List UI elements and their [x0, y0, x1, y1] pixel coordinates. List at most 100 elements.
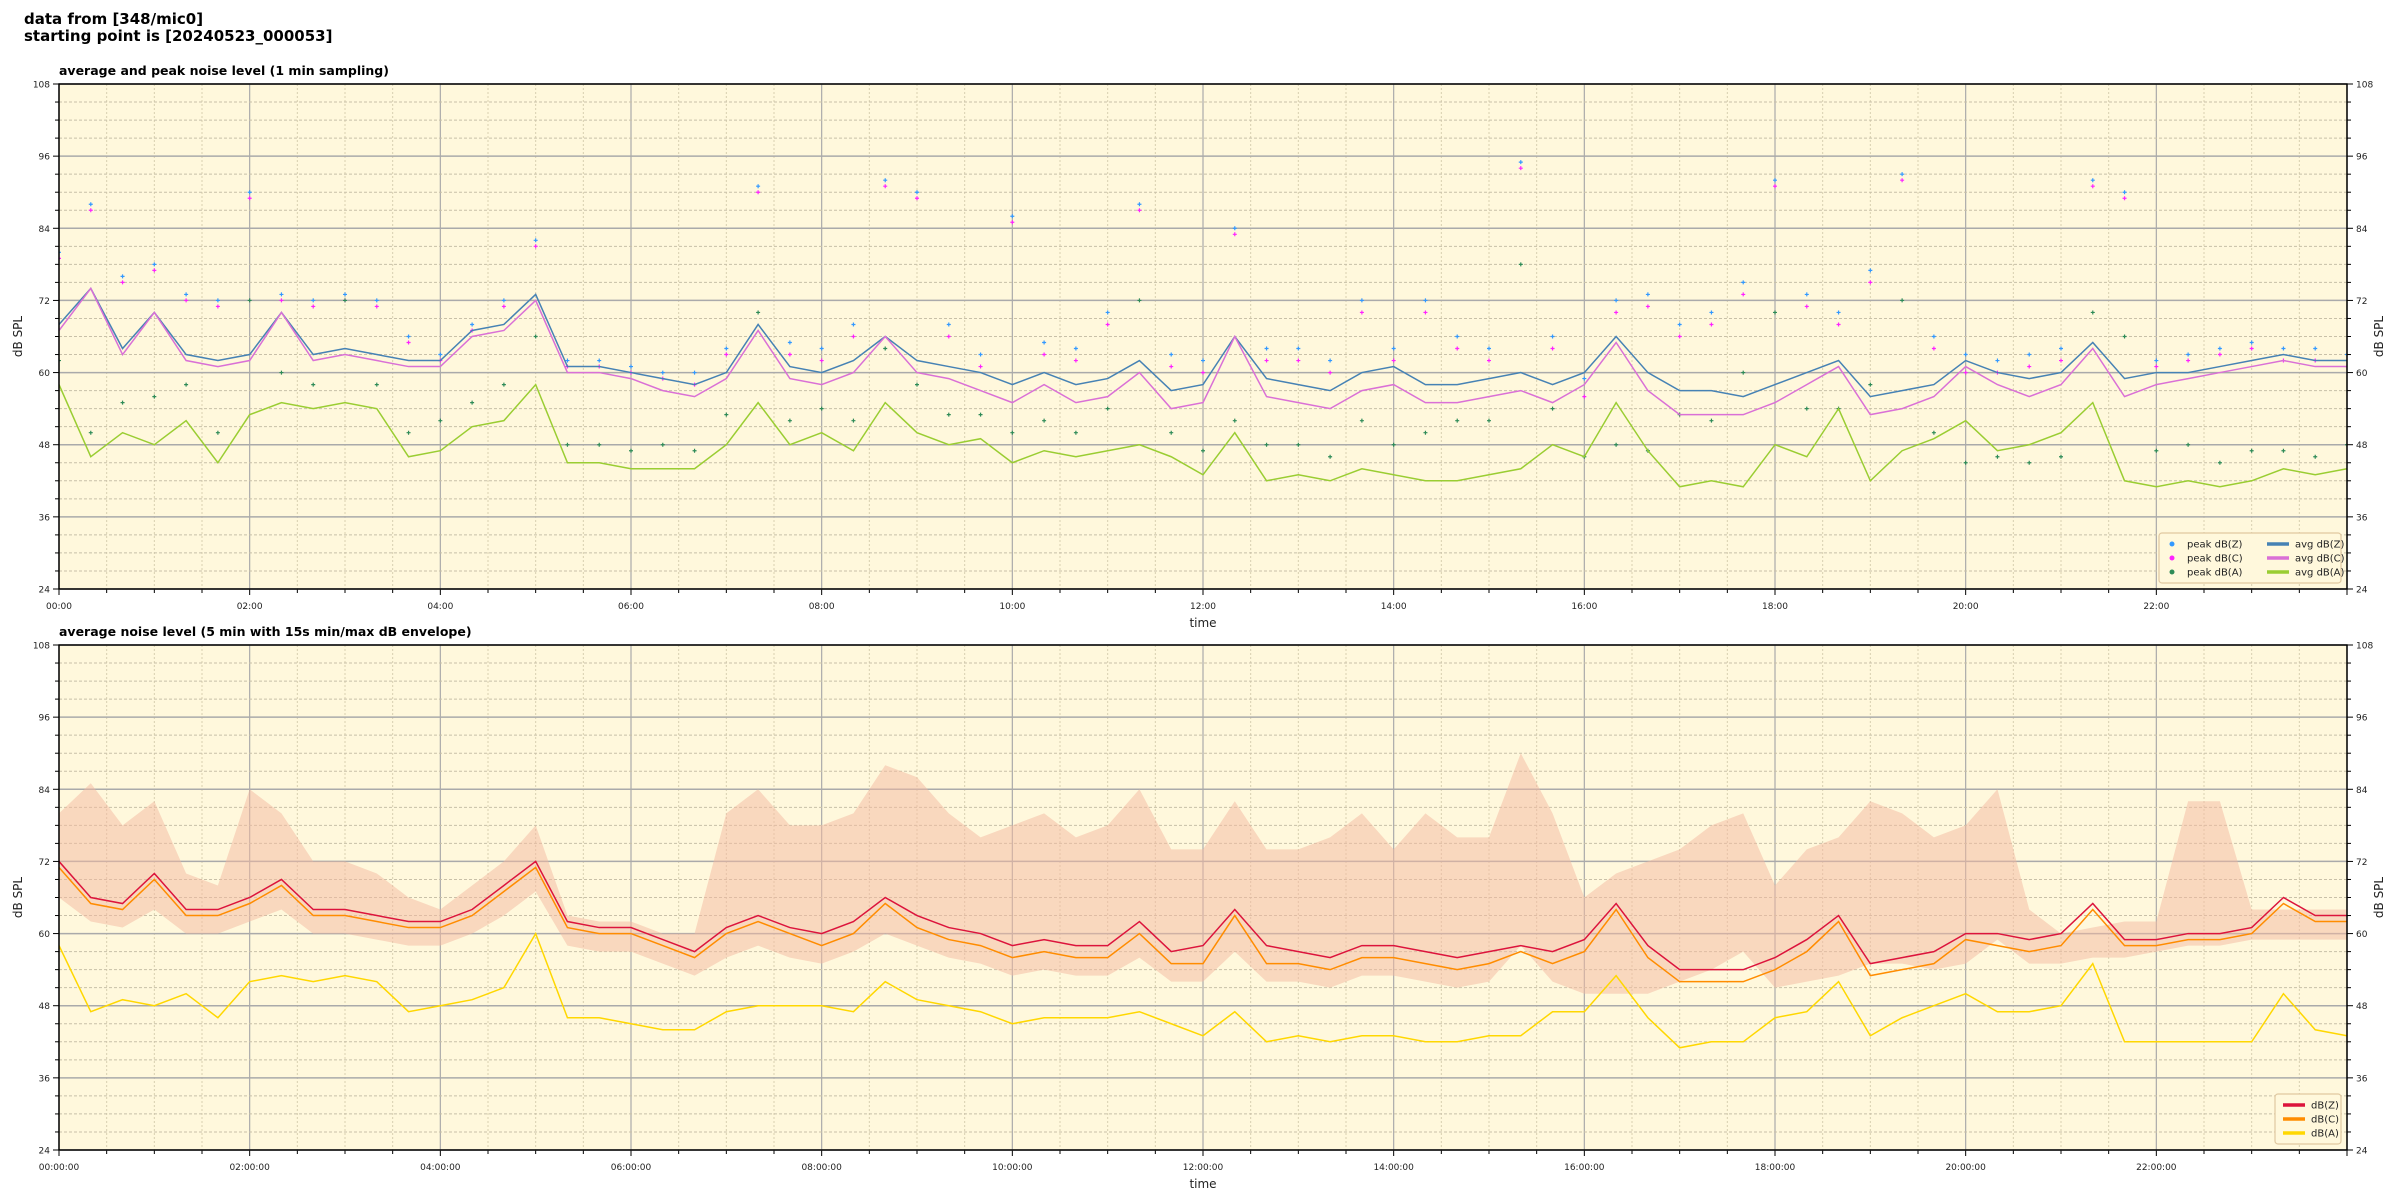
top-point-peak-db-a [1073, 430, 1078, 435]
top-point-peak-db-c [1073, 358, 1078, 363]
top-line-avg-db-c [59, 286, 2347, 416]
top-x-tick-label: 18:00 [1762, 602, 1788, 612]
bottom-x-tick-label: 20:00:00 [1945, 1163, 1986, 1173]
top-y-tick-label-left: 108 [33, 81, 50, 91]
top-point-peak-db-c [1391, 358, 1396, 363]
top-point-peak-db-z [1645, 292, 1650, 297]
top-point-peak-db-c [915, 196, 919, 201]
top-point-peak-db-z [2059, 346, 2063, 351]
bottom-x-tick-label: 22:00:00 [2136, 1163, 2177, 1173]
top-point-peak-db-z [2217, 346, 2222, 351]
top-axes-frame [58, 83, 2348, 590]
top-point-peak-db-c [374, 304, 379, 309]
top-y-tick-label-right: 96 [2356, 153, 2368, 163]
top-point-peak-db-z [1582, 376, 1587, 381]
top-point-peak-db-a [1900, 298, 1905, 303]
top-point-peak-db-c [1709, 322, 1714, 327]
top-point-peak-db-a [1741, 370, 1746, 375]
top-point-peak-db-z [2186, 352, 2191, 357]
bottom-x-tick-label: 16:00:00 [1564, 1163, 1605, 1173]
top-point-peak-db-z [1487, 346, 1491, 351]
top-point-peak-db-a [438, 418, 443, 423]
top-legend-label: avg dB(Z) [2295, 540, 2345, 551]
bottom-axes-frame [58, 644, 2348, 1151]
bottom-y-tick-label-left: 36 [39, 1074, 51, 1084]
top-legend-label: avg dB(A) [2295, 568, 2345, 579]
bottom-x-tick-label: 12:00:00 [1183, 1163, 1224, 1173]
top-point-peak-db-c [501, 304, 506, 309]
bottom-line-db-c [59, 866, 2347, 983]
top-point-peak-db-a [1010, 430, 1015, 435]
top-point-peak-db-z [1137, 202, 1142, 207]
bottom-y-tick-label-right: 24 [2356, 1147, 2368, 1157]
top-x-tick-label: 06:00 [618, 602, 644, 612]
top-point-peak-db-a [1169, 430, 1174, 435]
top-point-peak-db-a [1487, 418, 1491, 423]
top-x-tick-label: 00:00 [46, 602, 72, 612]
top-point-peak-db-a [406, 430, 411, 435]
top-point-peak-db-c [1963, 370, 1968, 375]
top-x-tick-label: 14:00 [1381, 602, 1407, 612]
bottom-x-tick-label: 14:00:00 [1373, 1163, 1414, 1173]
top-point-peak-db-c [1042, 352, 1047, 357]
top-chart: 24 24 36 36 48 48 60 60 72 72 84 84 96 96 108 108 00:00 0… [11, 81, 2386, 631]
top-point-peak-db-a [501, 382, 506, 387]
top-point-peak-db-z [1201, 358, 1205, 363]
top-point-peak-db-a [88, 430, 93, 435]
top-point-peak-db-a [915, 382, 919, 387]
top-point-peak-db-a [2154, 448, 2159, 453]
figure-suptitle: data from [348/mic0] starting point is [… [24, 11, 332, 45]
top-point-peak-db-z [343, 292, 347, 297]
top-point-peak-db-a [1995, 454, 2000, 459]
top-point-peak-db-a [1868, 382, 1873, 387]
top-point-peak-db-c [1741, 292, 1746, 297]
top-y-tick-label-right: 48 [2356, 441, 2368, 451]
top-data-layer [59, 160, 2347, 488]
top-point-peak-db-z [2090, 178, 2095, 183]
top-point-peak-db-a [2122, 334, 2127, 339]
top-point-peak-db-a [279, 370, 284, 375]
top-point-peak-db-z [883, 178, 888, 183]
top-point-peak-db-z [1614, 298, 1619, 303]
bottom-y-tick-label-left: 48 [39, 1002, 51, 1012]
top-point-peak-db-z [1836, 310, 1841, 315]
top-point-peak-db-z [120, 274, 125, 279]
bottom-x-tick-label: 02:00:00 [229, 1163, 270, 1173]
top-point-peak-db-a [311, 382, 316, 387]
top-point-peak-db-a [565, 442, 570, 447]
top-point-peak-db-z [2027, 352, 2032, 357]
bottom-x-tick-label: 04:00:00 [420, 1163, 461, 1173]
top-point-peak-db-z [565, 358, 570, 363]
top-point-peak-db-z [1391, 346, 1396, 351]
top-chart-title: average and peak noise level (1 min samp… [59, 63, 389, 78]
top-point-peak-db-a [1105, 406, 1110, 411]
top-point-peak-db-a [1232, 418, 1237, 423]
top-point-peak-db-c [2122, 196, 2127, 201]
bottom-line-db-z [59, 860, 2347, 971]
top-x-tick-label: 22:00 [2143, 602, 2169, 612]
top-point-peak-db-z [1773, 178, 1777, 183]
top-point-peak-db-a [1804, 406, 1809, 411]
top-point-peak-db-c [1582, 394, 1587, 399]
top-point-peak-db-z [819, 346, 824, 351]
bottom-legend-label: dB(Z) [2311, 1101, 2339, 1112]
bottom-legend-label: dB(A) [2311, 1129, 2339, 1140]
top-point-peak-db-z [1073, 346, 1078, 351]
top-point-peak-db-c [1804, 304, 1809, 309]
top-point-peak-db-z [1169, 352, 1174, 357]
top-point-peak-db-z [1677, 322, 1682, 327]
top-point-peak-db-c [1677, 334, 1682, 339]
top-point-peak-db-z [1518, 160, 1523, 165]
top-point-peak-db-z [215, 298, 220, 303]
bottom-y-tick-label-right: 96 [2356, 714, 2368, 724]
top-point-peak-db-c [851, 334, 856, 339]
top-x-tick-label: 12:00 [1190, 602, 1216, 612]
top-point-peak-db-a [2313, 454, 2318, 459]
top-point-peak-db-a [756, 310, 761, 315]
top-point-peak-db-c [311, 304, 316, 309]
top-point-peak-db-z [1995, 358, 2000, 363]
top-y-tick-label-left: 48 [39, 441, 51, 451]
top-point-peak-db-z [152, 262, 157, 267]
bottom-y-tick-label-right: 84 [2356, 786, 2368, 796]
